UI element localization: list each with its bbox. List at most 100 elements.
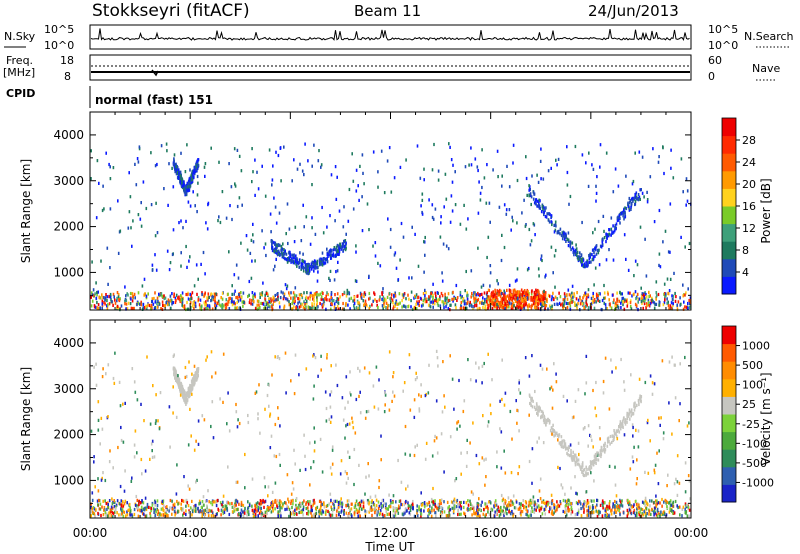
range-cell bbox=[460, 306, 463, 310]
range-cell bbox=[530, 298, 532, 302]
range-cell bbox=[528, 303, 530, 307]
range-cell bbox=[545, 215, 548, 219]
range-cell bbox=[428, 512, 430, 516]
range-cell bbox=[189, 506, 192, 510]
range-cell bbox=[567, 453, 569, 457]
range-cell bbox=[145, 514, 148, 518]
range-cell bbox=[174, 300, 177, 304]
range-cell bbox=[293, 261, 296, 265]
range-cell bbox=[108, 162, 110, 167]
range-cell bbox=[209, 307, 211, 311]
range-cell bbox=[593, 306, 596, 310]
range-cell bbox=[457, 512, 459, 517]
range-cell bbox=[215, 503, 218, 508]
range-cell bbox=[580, 514, 583, 518]
range-cell bbox=[458, 502, 460, 507]
range-cell bbox=[125, 307, 127, 311]
range-cell bbox=[234, 306, 236, 310]
range-cell bbox=[638, 150, 641, 154]
range-cell bbox=[199, 501, 202, 505]
range-cell bbox=[622, 511, 625, 515]
range-cell bbox=[204, 303, 206, 307]
range-cell bbox=[366, 304, 368, 308]
range-cell bbox=[429, 510, 432, 515]
range-cell bbox=[508, 293, 511, 298]
range-cell bbox=[582, 258, 585, 262]
range-cell bbox=[471, 506, 474, 510]
range-cell bbox=[224, 507, 226, 511]
range-cell bbox=[171, 512, 173, 516]
range-cell bbox=[687, 505, 690, 510]
range-cell bbox=[262, 281, 264, 285]
range-cell bbox=[628, 508, 631, 512]
range-cell bbox=[559, 227, 562, 231]
range-cell bbox=[585, 304, 587, 309]
range-cell bbox=[354, 502, 357, 506]
range-cell bbox=[493, 514, 496, 518]
range-cell bbox=[593, 299, 595, 303]
range-cell bbox=[138, 302, 141, 306]
range-cell bbox=[446, 500, 449, 504]
range-cell bbox=[682, 190, 684, 194]
range-cell bbox=[310, 294, 312, 298]
range-cell bbox=[549, 429, 552, 433]
range-cell bbox=[680, 157, 683, 161]
range-cell bbox=[225, 216, 228, 220]
range-cell bbox=[329, 269, 332, 273]
range-cell bbox=[636, 511, 638, 515]
range-cell bbox=[554, 295, 557, 299]
range-cell bbox=[369, 508, 371, 512]
range-cell bbox=[524, 296, 526, 300]
range-cell bbox=[171, 507, 174, 511]
range-cell bbox=[110, 507, 113, 511]
range-cell bbox=[243, 511, 246, 515]
range-cell bbox=[182, 226, 184, 230]
range-cell bbox=[338, 250, 341, 254]
range-cell bbox=[649, 504, 651, 508]
range-cell bbox=[291, 301, 293, 306]
range-cell bbox=[437, 508, 440, 512]
range-cell bbox=[92, 506, 95, 510]
range-cell bbox=[400, 221, 403, 226]
range-cell bbox=[428, 198, 430, 202]
range-cell bbox=[442, 300, 444, 304]
range-cell bbox=[330, 307, 332, 311]
range-cell bbox=[307, 272, 310, 276]
range-cell bbox=[510, 297, 513, 302]
range-cell bbox=[330, 173, 333, 177]
range-cell bbox=[175, 299, 177, 303]
range-cell bbox=[293, 256, 296, 260]
range-cell bbox=[140, 224, 143, 228]
range-cell bbox=[225, 302, 228, 306]
range-cell bbox=[341, 502, 344, 506]
range-cell bbox=[175, 370, 177, 374]
range-cell bbox=[184, 399, 186, 403]
range-cell bbox=[333, 507, 336, 511]
range-cell bbox=[543, 301, 546, 305]
range-cell bbox=[414, 295, 417, 300]
range-cell bbox=[533, 305, 536, 309]
range-cell bbox=[665, 513, 668, 517]
range-cell bbox=[322, 231, 325, 235]
range-cell bbox=[99, 507, 102, 511]
range-cell bbox=[143, 277, 146, 281]
range-cell bbox=[467, 217, 469, 221]
colorbar-tick-label: 4 bbox=[742, 266, 749, 279]
range-cell bbox=[439, 235, 442, 239]
range-cell bbox=[643, 195, 645, 199]
range-cell bbox=[134, 503, 137, 507]
range-cell bbox=[519, 505, 522, 510]
range-cell bbox=[171, 302, 173, 306]
range-cell bbox=[687, 306, 689, 310]
range-cell bbox=[583, 500, 586, 504]
range-cell bbox=[328, 511, 330, 515]
range-cell bbox=[228, 162, 230, 166]
range-cell bbox=[107, 282, 109, 286]
range-cell bbox=[314, 232, 317, 236]
range-cell bbox=[152, 302, 155, 306]
range-cell bbox=[362, 499, 365, 503]
range-cell bbox=[419, 176, 422, 180]
range-cell bbox=[93, 304, 96, 308]
range-cell bbox=[291, 505, 293, 510]
range-cell bbox=[668, 289, 671, 293]
